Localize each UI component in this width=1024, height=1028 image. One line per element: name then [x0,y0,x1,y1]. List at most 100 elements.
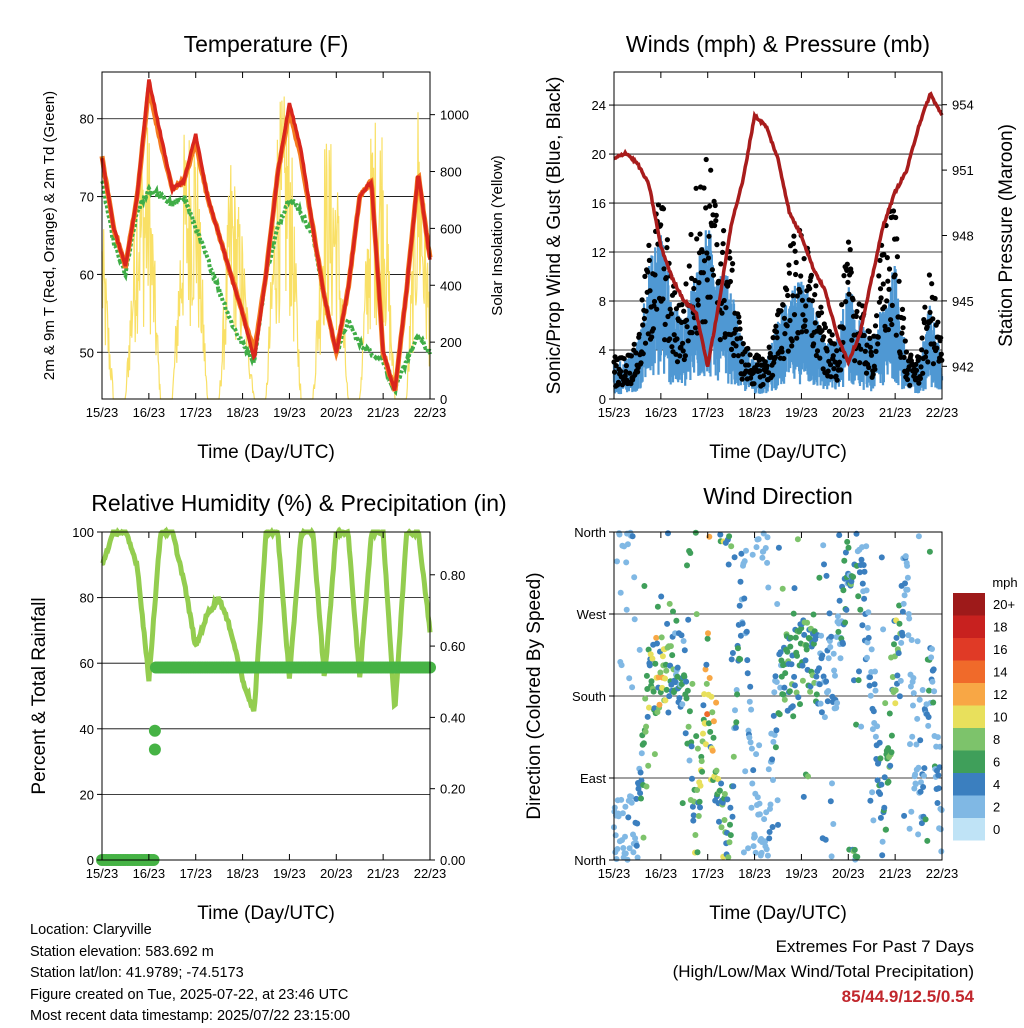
direction-point [695,813,702,819]
temp-y-tick-label: 70 [80,190,94,205]
gust-point [739,359,745,365]
direction-point [863,543,870,550]
direction-point [931,688,938,695]
gust-point [784,287,790,293]
gust-point [719,249,726,255]
direction-point [724,796,731,803]
legend-label: 14 [993,665,1007,680]
temp-2m-series [100,79,432,391]
temp-x-tick-label: 21/23 [367,405,400,420]
extremes-box: Extremes For Past 7 Days (High/Low/Max W… [673,934,974,1009]
direction-point [740,849,747,856]
direction-point [713,699,720,706]
direction-point [718,780,725,787]
gust-point [708,167,714,173]
direction-point [840,640,846,647]
gust-point [740,341,746,347]
station-info: Location: Claryville Station elevation: … [30,920,350,1028]
direction-point [614,846,621,852]
legend-swatch [953,638,985,661]
gust-point [667,336,673,342]
rh-x-tick-label: 20/23 [320,866,353,881]
direction-point [733,719,740,726]
direction-point [756,811,763,818]
direction-point [769,824,776,830]
direction-point [634,854,641,861]
gust-point [881,304,888,310]
gust-point [818,310,825,316]
temp-y2-tick-label: 0 [440,392,447,407]
gust-point [693,185,699,191]
direction-point [906,615,913,622]
precip-point [148,724,161,737]
gust-point [615,379,622,385]
direction-point [687,550,694,556]
wind-y-tick-label: 4 [599,343,606,358]
rh-y-tick-label: 20 [80,787,94,802]
direction-point [850,573,857,580]
direction-point [754,794,761,801]
direction-point [858,556,865,563]
direction-point [905,632,912,639]
direction-point [813,673,820,680]
gust-point [874,313,880,319]
direction-point [896,693,903,700]
gust-point [679,302,685,308]
direction-point [761,816,768,823]
gust-point [885,327,892,333]
direction-point [794,652,800,659]
gust-point [929,281,935,287]
direction-point [922,816,929,823]
gust-point [671,332,677,338]
direction-point [843,606,850,613]
direction-point [885,778,892,785]
gust-point [723,305,729,311]
legend-swatch [953,660,985,683]
temp-x-axis-title: Time (Day/UTC) [197,442,335,463]
direction-point [872,687,879,694]
direction-point [632,835,639,842]
gust-point [880,281,886,287]
gust-point [672,290,678,296]
relative-humidity-series [100,526,433,712]
gust-point [931,341,937,347]
gust-point [646,242,652,248]
direction-point [709,709,716,716]
gust-point [824,348,830,354]
gust-point [833,373,839,379]
direction-point [684,687,691,694]
direction-point [710,734,717,741]
gust-point [721,297,727,304]
direction-point [705,630,711,637]
direction-point [625,814,632,821]
direction-point [737,632,744,639]
direction-point [679,701,686,708]
direction-point [826,610,833,617]
gust-point [639,297,645,303]
gust-point [836,359,843,365]
direction-point [877,755,884,762]
legend-label: 2 [993,800,1000,815]
direction-point [630,849,637,856]
direction-point [926,687,932,694]
rh-x-tick-label: 16/23 [133,866,166,881]
wind-x-tick-label: 21/23 [879,405,912,420]
gust-point [664,237,671,243]
gust-point [633,350,639,356]
dir-y-tick-label: West [577,607,607,622]
gust-point [658,222,664,228]
gust-point [901,315,907,321]
wind-direction-y-axis-title: Direction (Colored By Speed) [524,572,545,819]
direction-point [899,608,906,615]
temp-y-tick-label: 80 [80,112,94,127]
direction-point [717,531,724,538]
direction-point [816,681,823,688]
direction-point [727,832,734,839]
direction-point [683,678,690,685]
gust-point [628,353,635,359]
direction-point [615,813,622,820]
wind-x-axis-title: Time (Day/UTC) [709,442,847,463]
direction-point [618,796,625,803]
gust-point [782,331,788,337]
gust-point [661,266,667,272]
